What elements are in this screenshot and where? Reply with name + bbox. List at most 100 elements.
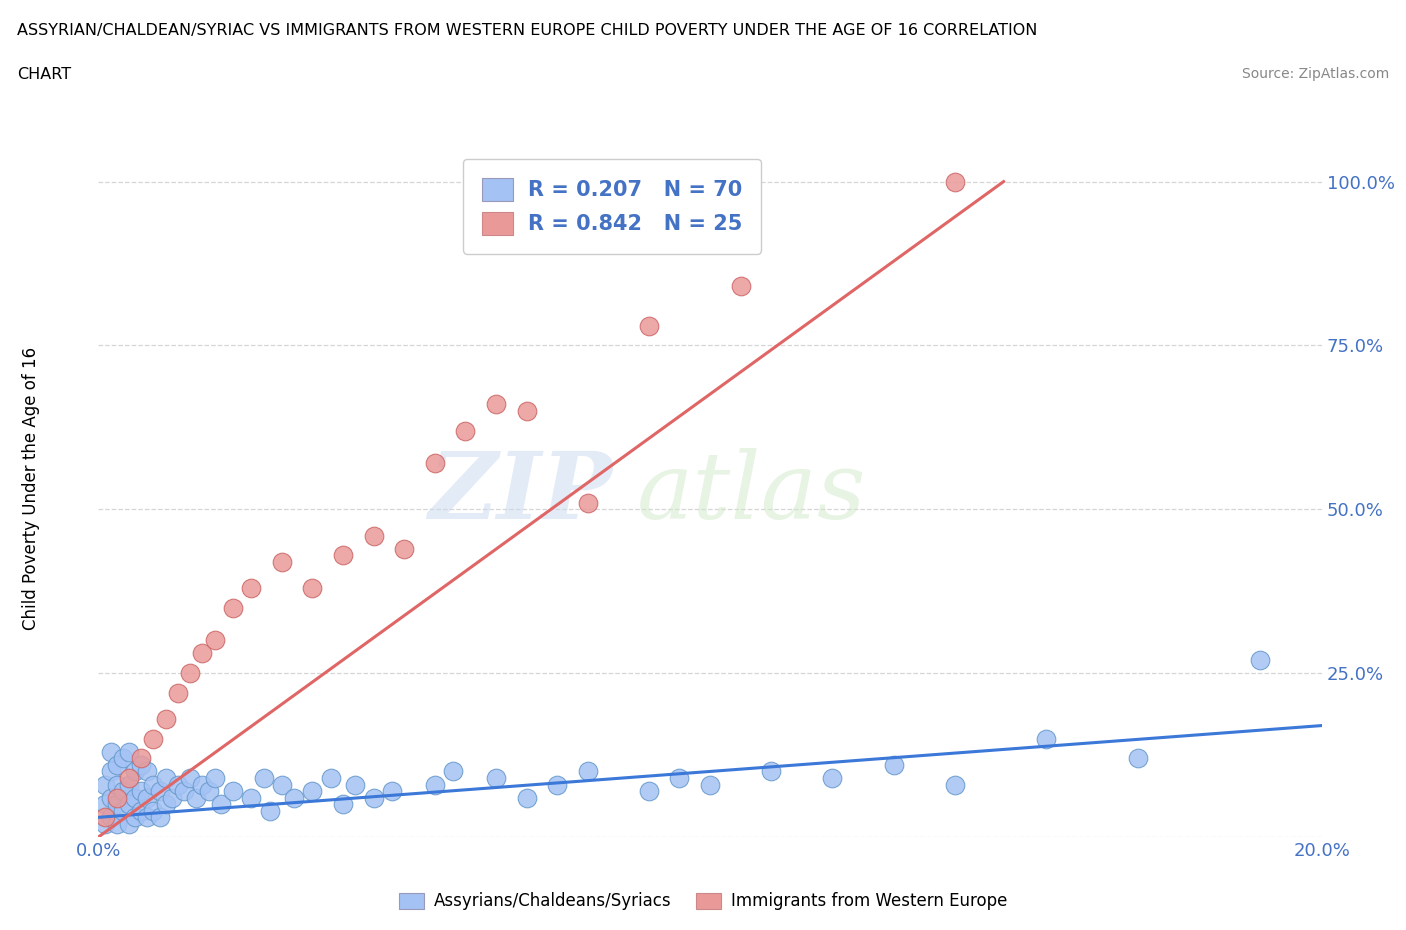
Point [699, 777, 721, 792]
Point [1128, 751, 1150, 765]
Point [363, 528, 385, 543]
Point [240, 580, 263, 595]
Point [270, 554, 292, 569]
Text: ASSYRIAN/CHALDEAN/SYRIAC VS IMMIGRANTS FROM WESTERN EUROPE CHILD POVERTY UNDER T: ASSYRIAN/CHALDEAN/SYRIAC VS IMMIGRANTS F… [17, 23, 1038, 38]
Point [124, 790, 146, 805]
Point [118, 797, 141, 812]
Point [93, 797, 115, 812]
Point [149, 784, 172, 799]
Point [136, 790, 159, 805]
Point [381, 784, 404, 799]
Point [1035, 731, 1057, 746]
Text: CHART: CHART [17, 67, 70, 82]
Text: ZIP: ZIP [427, 448, 612, 538]
Point [105, 797, 128, 812]
Point [363, 790, 385, 805]
Point [111, 784, 134, 799]
Text: Source: ZipAtlas.com: Source: ZipAtlas.com [1241, 67, 1389, 81]
Point [943, 777, 966, 792]
Point [149, 810, 172, 825]
Point [142, 731, 165, 746]
Point [118, 817, 141, 831]
Point [129, 757, 152, 772]
Point [576, 764, 599, 779]
Point [516, 404, 538, 418]
Point [129, 784, 152, 799]
Point [160, 790, 183, 805]
Point [516, 790, 538, 805]
Point [173, 784, 195, 799]
Point [100, 810, 122, 825]
Point [100, 744, 122, 759]
Point [423, 456, 446, 471]
Point [118, 777, 141, 792]
Point [209, 797, 232, 812]
Point [637, 318, 661, 333]
Point [155, 771, 177, 786]
Point [124, 810, 146, 825]
Point [105, 777, 128, 792]
Point [142, 777, 165, 792]
Point [332, 797, 354, 812]
Point [1249, 653, 1271, 668]
Point [259, 804, 281, 818]
Legend: R = 0.207   N = 70, R = 0.842   N = 25: R = 0.207 N = 70, R = 0.842 N = 25 [464, 159, 761, 254]
Point [129, 751, 152, 765]
Point [105, 790, 128, 805]
Point [392, 541, 416, 556]
Point [167, 777, 190, 792]
Point [118, 744, 141, 759]
Legend: Assyrians/Chaldeans/Syriacs, Immigrants from Western Europe: Assyrians/Chaldeans/Syriacs, Immigrants … [392, 885, 1014, 917]
Point [283, 790, 305, 805]
Point [270, 777, 292, 792]
Point [191, 646, 214, 661]
Point [100, 790, 122, 805]
Point [93, 777, 115, 792]
Point [155, 797, 177, 812]
Point [546, 777, 568, 792]
Point [93, 810, 115, 825]
Point [759, 764, 782, 779]
Point [485, 397, 508, 412]
Point [637, 784, 661, 799]
Point [191, 777, 214, 792]
Point [204, 771, 226, 786]
Point [883, 757, 905, 772]
Point [943, 174, 966, 189]
Point [136, 810, 159, 825]
Point [167, 685, 190, 700]
Point [155, 711, 177, 726]
Point [118, 771, 141, 786]
Point [100, 764, 122, 779]
Point [301, 784, 323, 799]
Point [222, 600, 245, 615]
Point [93, 817, 115, 831]
Point [454, 423, 477, 438]
Point [423, 777, 446, 792]
Point [204, 633, 226, 648]
Point [129, 804, 152, 818]
Point [111, 804, 134, 818]
Point [105, 757, 128, 772]
Point [142, 804, 165, 818]
Point [730, 279, 752, 294]
Point [668, 771, 690, 786]
Point [821, 771, 844, 786]
Point [576, 496, 599, 511]
Point [222, 784, 245, 799]
Text: Child Poverty Under the Age of 16: Child Poverty Under the Age of 16 [22, 347, 39, 630]
Point [197, 784, 219, 799]
Point [111, 751, 134, 765]
Point [179, 771, 201, 786]
Point [301, 580, 323, 595]
Point [136, 764, 159, 779]
Text: atlas: atlas [637, 448, 866, 538]
Point [252, 771, 274, 786]
Point [485, 771, 508, 786]
Point [105, 817, 128, 831]
Point [124, 764, 146, 779]
Point [179, 666, 201, 681]
Point [441, 764, 464, 779]
Point [344, 777, 367, 792]
Point [332, 548, 354, 563]
